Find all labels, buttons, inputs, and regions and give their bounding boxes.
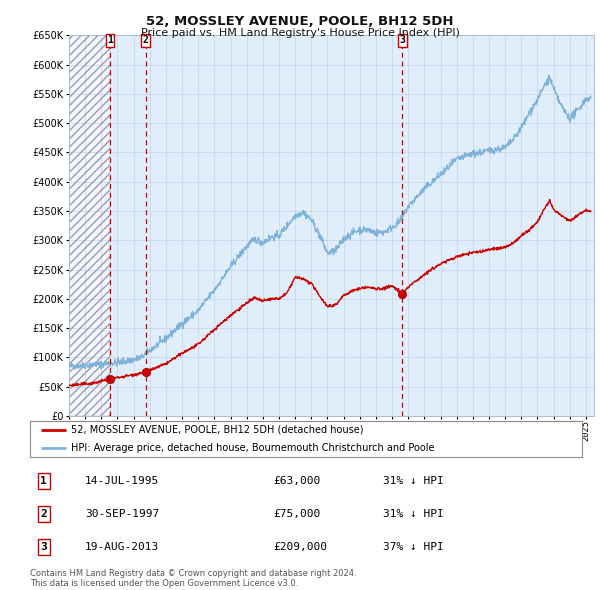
Text: HPI: Average price, detached house, Bournemouth Christchurch and Poole: HPI: Average price, detached house, Bour…: [71, 443, 435, 453]
Bar: [69, 35, 110, 416]
Text: 30-SEP-1997: 30-SEP-1997: [85, 509, 160, 519]
Text: 31% ↓ HPI: 31% ↓ HPI: [383, 476, 444, 486]
Text: 2: 2: [143, 35, 149, 45]
Text: 1: 1: [107, 35, 113, 45]
Text: 1: 1: [40, 476, 47, 486]
Text: 14-JUL-1995: 14-JUL-1995: [85, 476, 160, 486]
Text: 19-AUG-2013: 19-AUG-2013: [85, 542, 160, 552]
Text: £75,000: £75,000: [273, 509, 320, 519]
Text: £63,000: £63,000: [273, 476, 320, 486]
Bar: [146, 35, 402, 416]
Bar: [402, 35, 594, 416]
Bar: [110, 35, 146, 416]
Text: 37% ↓ HPI: 37% ↓ HPI: [383, 542, 444, 552]
Bar: [69, 35, 110, 416]
Text: Price paid vs. HM Land Registry's House Price Index (HPI): Price paid vs. HM Land Registry's House …: [140, 28, 460, 38]
Text: £209,000: £209,000: [273, 542, 327, 552]
Text: Contains HM Land Registry data © Crown copyright and database right 2024.
This d: Contains HM Land Registry data © Crown c…: [30, 569, 356, 588]
Text: 3: 3: [400, 35, 405, 45]
Text: 52, MOSSLEY AVENUE, POOLE, BH12 5DH (detached house): 52, MOSSLEY AVENUE, POOLE, BH12 5DH (det…: [71, 425, 364, 435]
Text: 52, MOSSLEY AVENUE, POOLE, BH12 5DH: 52, MOSSLEY AVENUE, POOLE, BH12 5DH: [146, 15, 454, 28]
Text: 3: 3: [40, 542, 47, 552]
Text: 2: 2: [40, 509, 47, 519]
Text: 31% ↓ HPI: 31% ↓ HPI: [383, 509, 444, 519]
